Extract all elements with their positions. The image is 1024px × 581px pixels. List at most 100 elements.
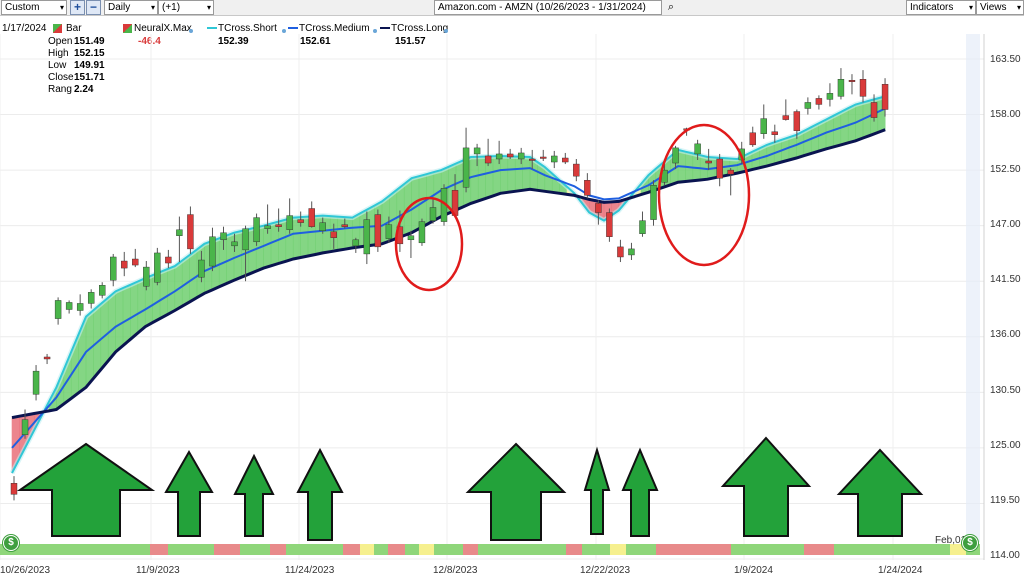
candle-body — [793, 111, 801, 131]
candle-body — [253, 217, 260, 243]
period-select-value: Custom — [5, 2, 40, 13]
views-button[interactable]: Views ▾ — [976, 0, 1024, 15]
candle-body — [374, 214, 382, 248]
signal-strip-segment — [405, 544, 419, 555]
candle-body — [132, 258, 139, 266]
candle-body — [264, 225, 271, 229]
candle-body — [462, 147, 470, 188]
x-tick-label: 1/24/2024 — [878, 565, 923, 576]
y-tick-label: 141.50 — [990, 274, 1021, 285]
signal-strip-segment — [270, 544, 286, 555]
up-arrow-icon — [465, 442, 567, 541]
candle-body — [87, 292, 95, 304]
candle-body — [319, 222, 326, 231]
candle-body — [242, 228, 249, 251]
signal-strip-segment — [360, 544, 374, 555]
long-series-icon — [380, 27, 390, 29]
search-icon[interactable]: ⌕ — [667, 1, 675, 13]
up-arrow-icon — [621, 447, 659, 537]
dividend-coin-icon[interactable]: $ — [962, 535, 978, 551]
signal-arrows — [16, 436, 924, 541]
up-arrow-icon — [233, 453, 275, 537]
signal-strip-segment — [240, 544, 270, 555]
candle-body — [165, 256, 172, 264]
neural-settings-icon[interactable] — [189, 29, 193, 33]
candle-body — [628, 248, 635, 256]
period-select[interactable]: Custom ▾ — [1, 0, 67, 15]
short-settings-icon[interactable] — [282, 29, 286, 33]
signal-strip-segment — [463, 544, 478, 555]
candle-body — [352, 239, 360, 247]
up-arrow-icon — [836, 448, 924, 537]
candle-body — [54, 300, 62, 319]
y-tick-label: 158.00 — [990, 109, 1021, 120]
medium-settings-icon[interactable] — [373, 29, 377, 33]
legend-bar: Bar — [66, 23, 82, 34]
candle-body — [21, 419, 29, 435]
indicators-button[interactable]: Indicators ▾ — [906, 0, 976, 15]
ohlc-open-value: 151.49 — [74, 36, 105, 47]
ohlc-range-label: Rang — [48, 84, 72, 95]
candle-body — [10, 483, 18, 495]
dividend-coin-icon[interactable]: $ — [3, 535, 19, 551]
chart-toolbar: Custom ▾ + − Daily ▾ (+1) ▾ Amazon.com -… — [0, 0, 1024, 16]
candle-body — [341, 224, 348, 227]
offset-select[interactable]: (+1) ▾ — [158, 0, 214, 15]
y-tick-label: 152.50 — [990, 164, 1021, 175]
x-tick-label: 11/9/2023 — [136, 565, 180, 576]
bar-series-icon — [53, 24, 62, 33]
candle-body — [848, 80, 856, 82]
ma-long-line — [11, 128, 886, 420]
signal-strip-segment — [566, 544, 582, 555]
chevron-down-icon: ▾ — [1016, 3, 1021, 12]
symbol-input[interactable]: Amazon.com - AMZN (10/26/2023 - 1/31/202… — [434, 0, 662, 15]
candle-body — [804, 102, 812, 109]
ma-band-segment — [477, 156, 486, 202]
ohlc-high-label: High — [48, 48, 69, 59]
candle-body — [154, 252, 161, 283]
x-tick-label: Feb,01 — [935, 535, 967, 546]
candle-body — [407, 235, 415, 241]
interval-select[interactable]: Daily ▾ — [104, 0, 158, 15]
signal-strip-segment — [834, 544, 950, 555]
long-settings-icon[interactable] — [444, 29, 448, 33]
zoom-out-button[interactable]: − — [86, 0, 101, 15]
up-arrow-icon — [720, 436, 812, 537]
candle-body — [363, 219, 371, 255]
zoom-in-button[interactable]: + — [70, 0, 85, 15]
highlight-circle — [657, 123, 751, 267]
candle-body — [143, 266, 150, 287]
candle-body — [484, 155, 492, 164]
candle-body — [782, 115, 790, 120]
ma-band-segment — [122, 284, 131, 347]
legend-medium-value: 152.61 — [300, 36, 331, 47]
candle-body — [727, 169, 734, 175]
indicators-label: Indicators — [910, 2, 954, 13]
signal-strip-segment — [950, 544, 966, 555]
candle-body — [859, 79, 867, 97]
candle-body — [837, 79, 845, 97]
candle-body — [694, 143, 701, 155]
chevron-down-icon: ▾ — [968, 3, 973, 12]
legend-neural: NeuralX.Max — [134, 23, 192, 34]
candle-body — [32, 370, 40, 395]
x-tick-label: 10/26/2023 — [0, 565, 51, 576]
candle-body — [76, 303, 84, 311]
candle-body — [760, 118, 767, 134]
ohlc-low-label: Low — [48, 60, 67, 71]
candle-body — [815, 98, 823, 105]
ma-band-segment — [115, 287, 124, 353]
up-arrow-icon — [296, 447, 344, 541]
ma-band-segment — [292, 216, 301, 260]
candle-body — [473, 147, 481, 155]
signal-strip-segment — [731, 544, 804, 555]
candle-body — [705, 160, 712, 164]
neural-series-icon — [123, 24, 132, 33]
candle-body — [418, 221, 426, 244]
candle-body — [99, 285, 106, 296]
candle-body — [826, 93, 834, 100]
y-tick-label: 125.00 — [990, 440, 1021, 451]
candle-body — [429, 207, 437, 221]
up-arrow-icon — [583, 446, 611, 535]
